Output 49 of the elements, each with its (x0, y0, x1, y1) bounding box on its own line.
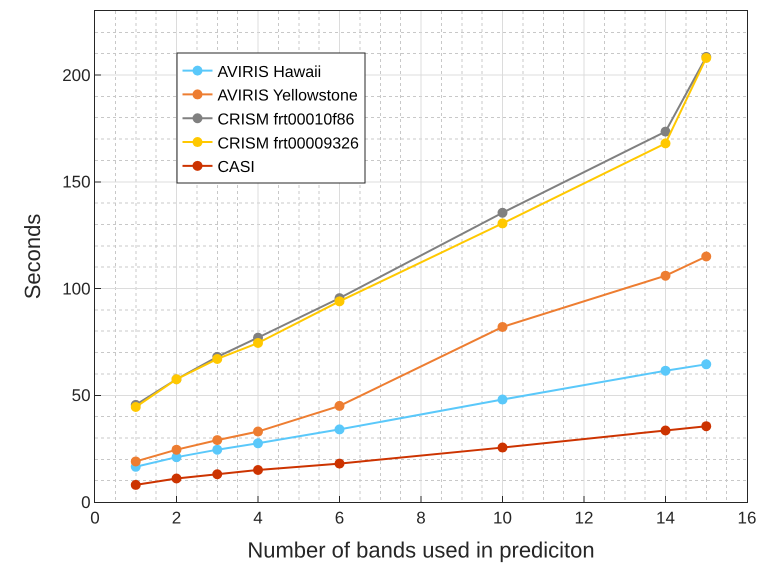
point (498, 208, 508, 218)
point (660, 366, 670, 376)
point (660, 126, 670, 137)
point (253, 338, 263, 348)
legend-label: CASI (218, 159, 255, 176)
point (212, 444, 222, 455)
legend-label: CRISM frt00009326 (218, 135, 360, 152)
point (130, 456, 141, 466)
point (701, 252, 712, 262)
point (660, 138, 670, 148)
point (253, 438, 263, 448)
point (334, 296, 344, 306)
legend-label: AVIRIS Yellowstone (218, 88, 358, 105)
x-tick-label: 12 (574, 508, 594, 528)
point (334, 424, 344, 434)
point (498, 394, 508, 405)
point (701, 359, 712, 370)
x-tick-label: 8 (416, 508, 426, 528)
point (498, 218, 508, 228)
y-tick-label: 100 (62, 279, 91, 298)
point (334, 400, 344, 411)
x-tick-label: 14 (656, 508, 675, 528)
point (172, 444, 182, 455)
x-tick-label: 16 (738, 508, 756, 528)
point (212, 435, 222, 446)
x-axis-title: Number of bands used in prediciton (247, 537, 595, 562)
point (172, 474, 182, 484)
point (130, 480, 141, 490)
x-tick-label: 6 (334, 508, 344, 528)
y-tick-label: 0 (81, 492, 91, 512)
point (130, 402, 141, 412)
y-tick-label: 50 (72, 386, 91, 406)
x-tick-label: 2 (172, 508, 182, 528)
x-tick-label: 4 (253, 508, 263, 528)
point (660, 425, 670, 436)
legend-label: AVIRIS Hawaii (218, 64, 322, 81)
point (212, 469, 222, 480)
point (498, 322, 508, 332)
legend-label: CRISM frt00010f86 (218, 111, 355, 128)
point (701, 421, 712, 432)
y-tick-label: 150 (62, 172, 91, 192)
y-tick-label: 200 (62, 66, 91, 85)
x-tick-label: 10 (493, 508, 512, 528)
y-axis-title: Seconds (20, 214, 46, 300)
point (498, 442, 508, 453)
point (334, 458, 344, 469)
point (253, 464, 263, 475)
point (660, 270, 670, 281)
point (253, 426, 263, 437)
